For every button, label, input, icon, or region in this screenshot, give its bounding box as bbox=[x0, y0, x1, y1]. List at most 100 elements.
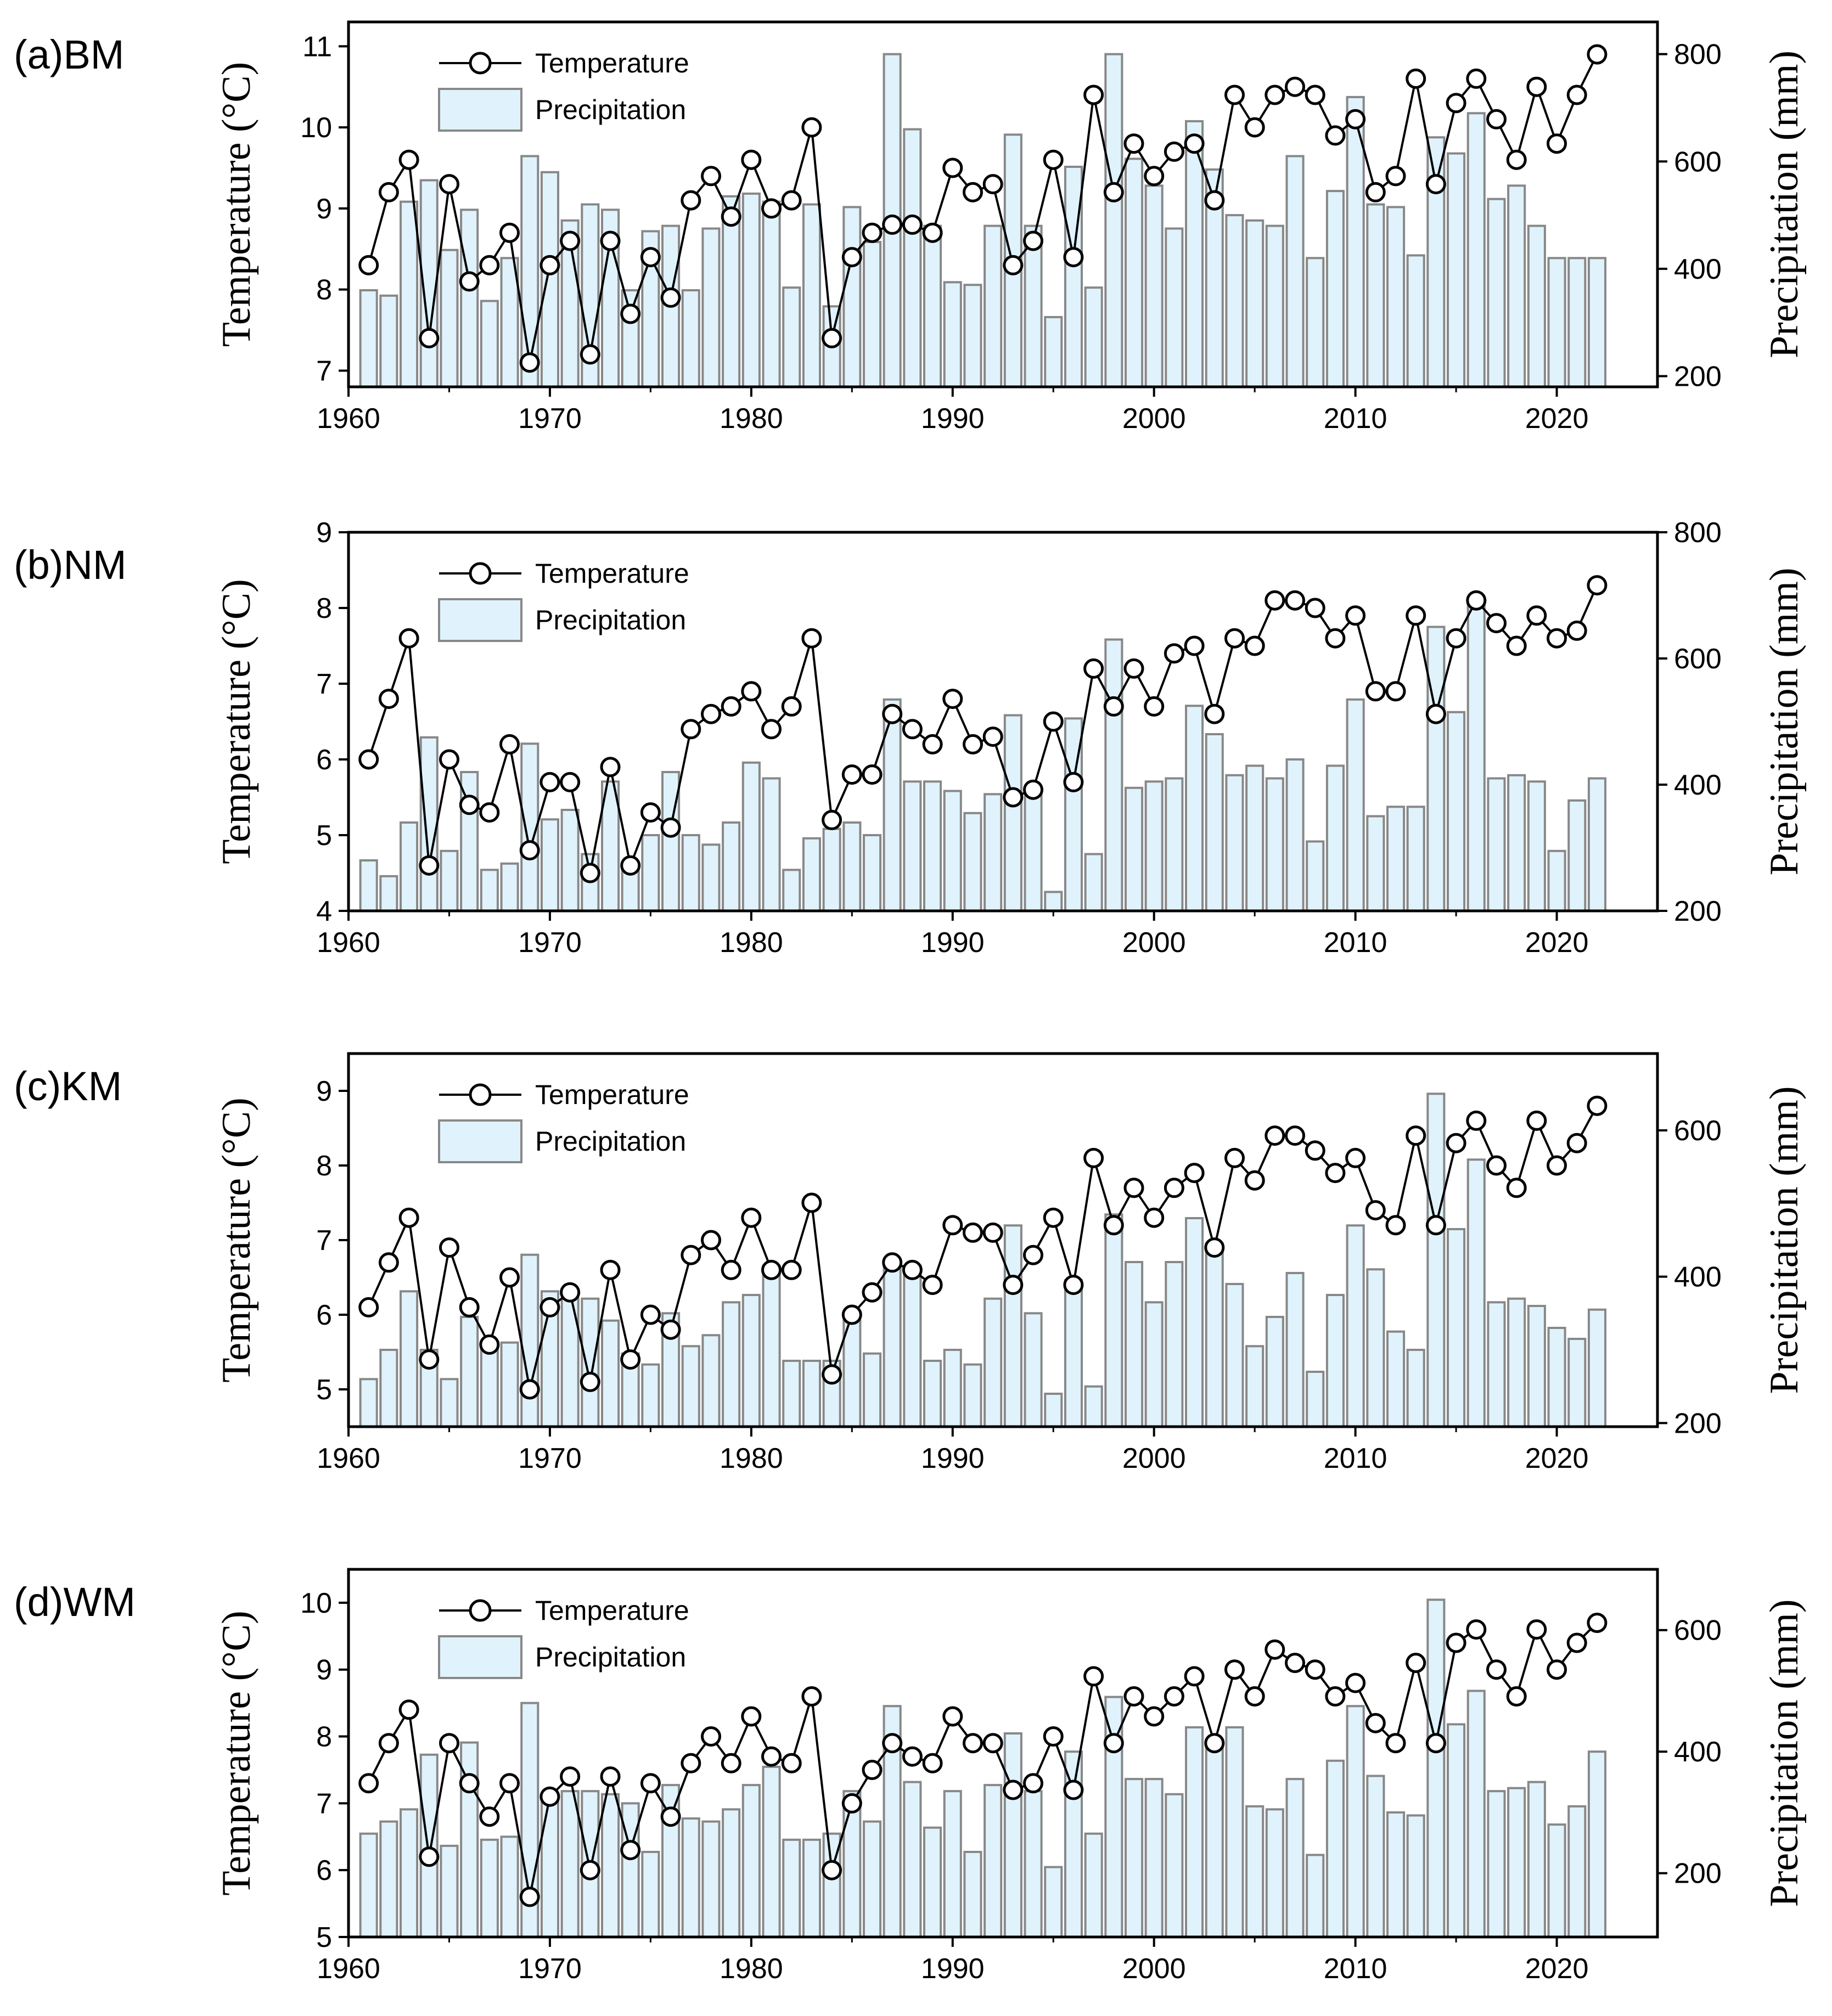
y-right-tick-label: 800 bbox=[1674, 517, 1722, 549]
precipitation-bar bbox=[1285, 1272, 1305, 1428]
precipitation-bar bbox=[1265, 1316, 1284, 1428]
temperature-point bbox=[1123, 658, 1144, 679]
temperature-point bbox=[1265, 590, 1285, 611]
precipitation-bar bbox=[963, 1363, 982, 1428]
legend-precipitation-label: Precipitation bbox=[535, 1126, 686, 1157]
temperature-point bbox=[560, 1766, 581, 1787]
temperature-point bbox=[1466, 1110, 1487, 1131]
temperature-point bbox=[721, 1753, 741, 1773]
temperature-point bbox=[721, 1259, 741, 1280]
temperature-point bbox=[479, 802, 500, 823]
panel-label: (b)NM bbox=[14, 542, 127, 588]
temperature-point bbox=[1425, 174, 1446, 195]
precipitation-bar bbox=[500, 1835, 519, 1939]
temperature-point bbox=[1023, 1773, 1043, 1794]
precipitation-bar bbox=[359, 1378, 378, 1428]
temperature-point bbox=[398, 628, 419, 649]
precipitation-bar bbox=[460, 1316, 479, 1428]
temperature-point bbox=[519, 840, 540, 861]
precipitation-bar bbox=[1044, 1393, 1063, 1428]
y-left-tick-label: 9 bbox=[316, 193, 332, 225]
precipitation-bar bbox=[460, 209, 479, 388]
temperature-point bbox=[741, 149, 762, 170]
precipitation-bar bbox=[1587, 1750, 1606, 1938]
panel-label: (a)BM bbox=[14, 32, 124, 77]
y-left-tick-label: 10 bbox=[300, 112, 332, 144]
temperature-point bbox=[640, 247, 661, 268]
precipitation-bar bbox=[701, 1820, 721, 1939]
temperature-point bbox=[1446, 1632, 1466, 1653]
temperature-point bbox=[1063, 1275, 1084, 1296]
temperature-point bbox=[681, 1753, 701, 1773]
precipitation-bar bbox=[1044, 316, 1063, 388]
precipitation-bar bbox=[1285, 758, 1305, 912]
temperature-point bbox=[1385, 681, 1406, 702]
temperature-points bbox=[358, 1095, 1608, 1400]
precipitation-bar bbox=[984, 224, 1003, 388]
precipitation-bar bbox=[883, 1264, 902, 1428]
precipitation-bar bbox=[480, 1838, 499, 1939]
temperature-point bbox=[721, 696, 741, 717]
temperature-point bbox=[1325, 1686, 1346, 1707]
precipitation-bar bbox=[1084, 1832, 1103, 1938]
temperature-point bbox=[540, 1297, 560, 1317]
x-tick-label: 2000 bbox=[1122, 403, 1186, 435]
temperature-point bbox=[781, 1259, 802, 1280]
precipitation-bar bbox=[1325, 1294, 1345, 1428]
temperature-point bbox=[822, 1364, 842, 1385]
temperature-point bbox=[660, 1319, 681, 1340]
temperature-point bbox=[1526, 1619, 1547, 1640]
precipitation-bar bbox=[943, 1790, 962, 1938]
temperature-point bbox=[1144, 166, 1165, 187]
temperature-point bbox=[922, 734, 943, 754]
temperature-point bbox=[982, 1222, 1003, 1243]
temperature-point bbox=[942, 689, 963, 709]
x-tick-label: 1990 bbox=[921, 1953, 985, 1985]
precipitation-bar bbox=[984, 793, 1003, 913]
temperature-point bbox=[1466, 1619, 1487, 1640]
precipitation-bar bbox=[1587, 777, 1606, 912]
temperature-point bbox=[1224, 1147, 1245, 1168]
temperature-point bbox=[1184, 635, 1205, 656]
temperature-point bbox=[1305, 598, 1325, 618]
precipitation-bar bbox=[601, 1319, 620, 1428]
temperature-point bbox=[1587, 44, 1608, 65]
temperature-point bbox=[358, 1773, 379, 1794]
temperature-point bbox=[1486, 1659, 1507, 1680]
y-right-tick-label: 600 bbox=[1674, 1115, 1722, 1147]
legend-precipitation-swatch bbox=[438, 88, 522, 132]
temperature-point bbox=[378, 689, 399, 709]
precipitation-bar bbox=[1205, 1242, 1224, 1428]
temperature-point bbox=[1506, 1178, 1527, 1198]
temperature-point bbox=[378, 182, 399, 202]
temperature-point bbox=[922, 1275, 943, 1296]
temperature-point bbox=[1285, 590, 1305, 611]
precipitation-bar bbox=[1406, 806, 1425, 913]
precipitation-bar bbox=[400, 821, 419, 912]
precipitation-bar bbox=[379, 1349, 398, 1428]
precipitation-bar bbox=[1306, 1371, 1325, 1428]
precipitation-bar bbox=[1125, 1778, 1144, 1939]
temperature-point bbox=[1285, 76, 1305, 97]
precipitation-bar bbox=[963, 1851, 982, 1938]
temperature-point bbox=[1164, 141, 1184, 162]
precipitation-bar bbox=[1507, 184, 1526, 388]
temperature-point bbox=[580, 863, 600, 883]
temperature-point bbox=[1365, 1713, 1386, 1733]
temperature-point bbox=[1486, 109, 1507, 129]
precipitation-bar bbox=[440, 1378, 459, 1428]
precipitation-bar bbox=[1306, 257, 1325, 388]
precipitation-bar bbox=[762, 200, 781, 388]
temperature-point bbox=[1547, 133, 1567, 154]
temperature-point bbox=[801, 117, 822, 138]
precipitation-bar bbox=[1346, 698, 1365, 913]
precipitation-bar bbox=[359, 1832, 378, 1938]
temperature-point bbox=[882, 1733, 903, 1754]
precipitation-bar bbox=[379, 294, 398, 388]
temperature-point bbox=[1224, 1659, 1245, 1680]
precipitation-bar bbox=[1386, 806, 1406, 913]
precipitation-bar bbox=[1225, 1726, 1244, 1938]
temperature-point bbox=[1023, 779, 1043, 800]
precipitation-bar bbox=[1466, 1158, 1486, 1428]
